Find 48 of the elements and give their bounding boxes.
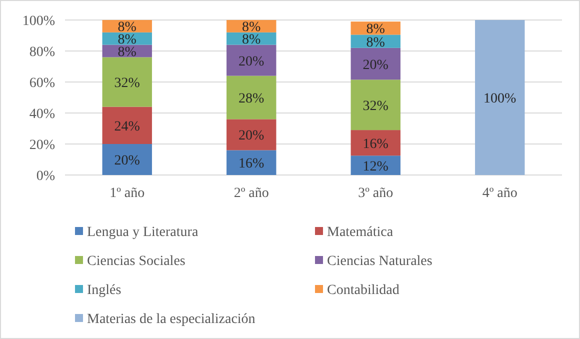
data-label: 20% xyxy=(114,154,140,168)
data-label: 20% xyxy=(362,58,389,73)
data-label: 8% xyxy=(118,32,137,48)
data-label: 8% xyxy=(118,45,137,60)
data-label: 8% xyxy=(242,20,262,36)
bar xyxy=(350,156,400,175)
legend-label: Ciencias Sociales xyxy=(87,254,186,269)
data-label: 32% xyxy=(362,98,389,114)
y-tick-label: 100% xyxy=(22,14,56,29)
x-tick-label: 2º año xyxy=(234,186,269,201)
data-label: 28% xyxy=(238,92,265,106)
bar xyxy=(226,44,276,76)
bar xyxy=(350,48,400,80)
data-label: 20% xyxy=(238,128,265,144)
y-tick-label: 80% xyxy=(29,45,56,60)
x-tick-label: 3º año xyxy=(358,186,394,201)
data-label: 100% xyxy=(484,92,517,106)
bar xyxy=(226,150,276,175)
bar xyxy=(102,144,152,175)
y-tick-label: 0% xyxy=(36,169,56,184)
data-label: 24% xyxy=(114,119,140,134)
data-label: 32% xyxy=(114,76,140,91)
bar xyxy=(102,57,152,107)
data-label: 8% xyxy=(242,32,262,48)
x-tick-label: 4º año xyxy=(482,186,518,201)
data-label: 8% xyxy=(366,22,386,38)
bar xyxy=(102,106,152,144)
y-tick-label: 60% xyxy=(29,76,56,91)
legend-label: Contabilidad xyxy=(327,283,400,298)
bar xyxy=(350,80,400,130)
legend-label: Materias de la especialización xyxy=(87,312,256,327)
x-tick-label: 1º año xyxy=(110,186,145,201)
data-label: 16% xyxy=(362,136,389,152)
y-tick-label: 20% xyxy=(29,138,56,153)
legend-label: Matemática xyxy=(327,225,394,240)
bar xyxy=(475,20,525,175)
bar xyxy=(226,76,276,120)
data-label: 12% xyxy=(362,159,389,174)
y-tick-label: 40% xyxy=(29,107,56,122)
bar xyxy=(226,119,276,150)
data-label: 8% xyxy=(118,20,137,36)
data-label: 8% xyxy=(366,35,386,50)
legend-label: Lengua y Literatura xyxy=(87,225,199,240)
data-label: 20% xyxy=(238,54,265,70)
legend-label: Ciencias Naturales xyxy=(327,254,432,269)
data-label: 16% xyxy=(238,156,265,172)
legend-label: Inglés xyxy=(87,283,122,298)
bar xyxy=(350,130,400,156)
